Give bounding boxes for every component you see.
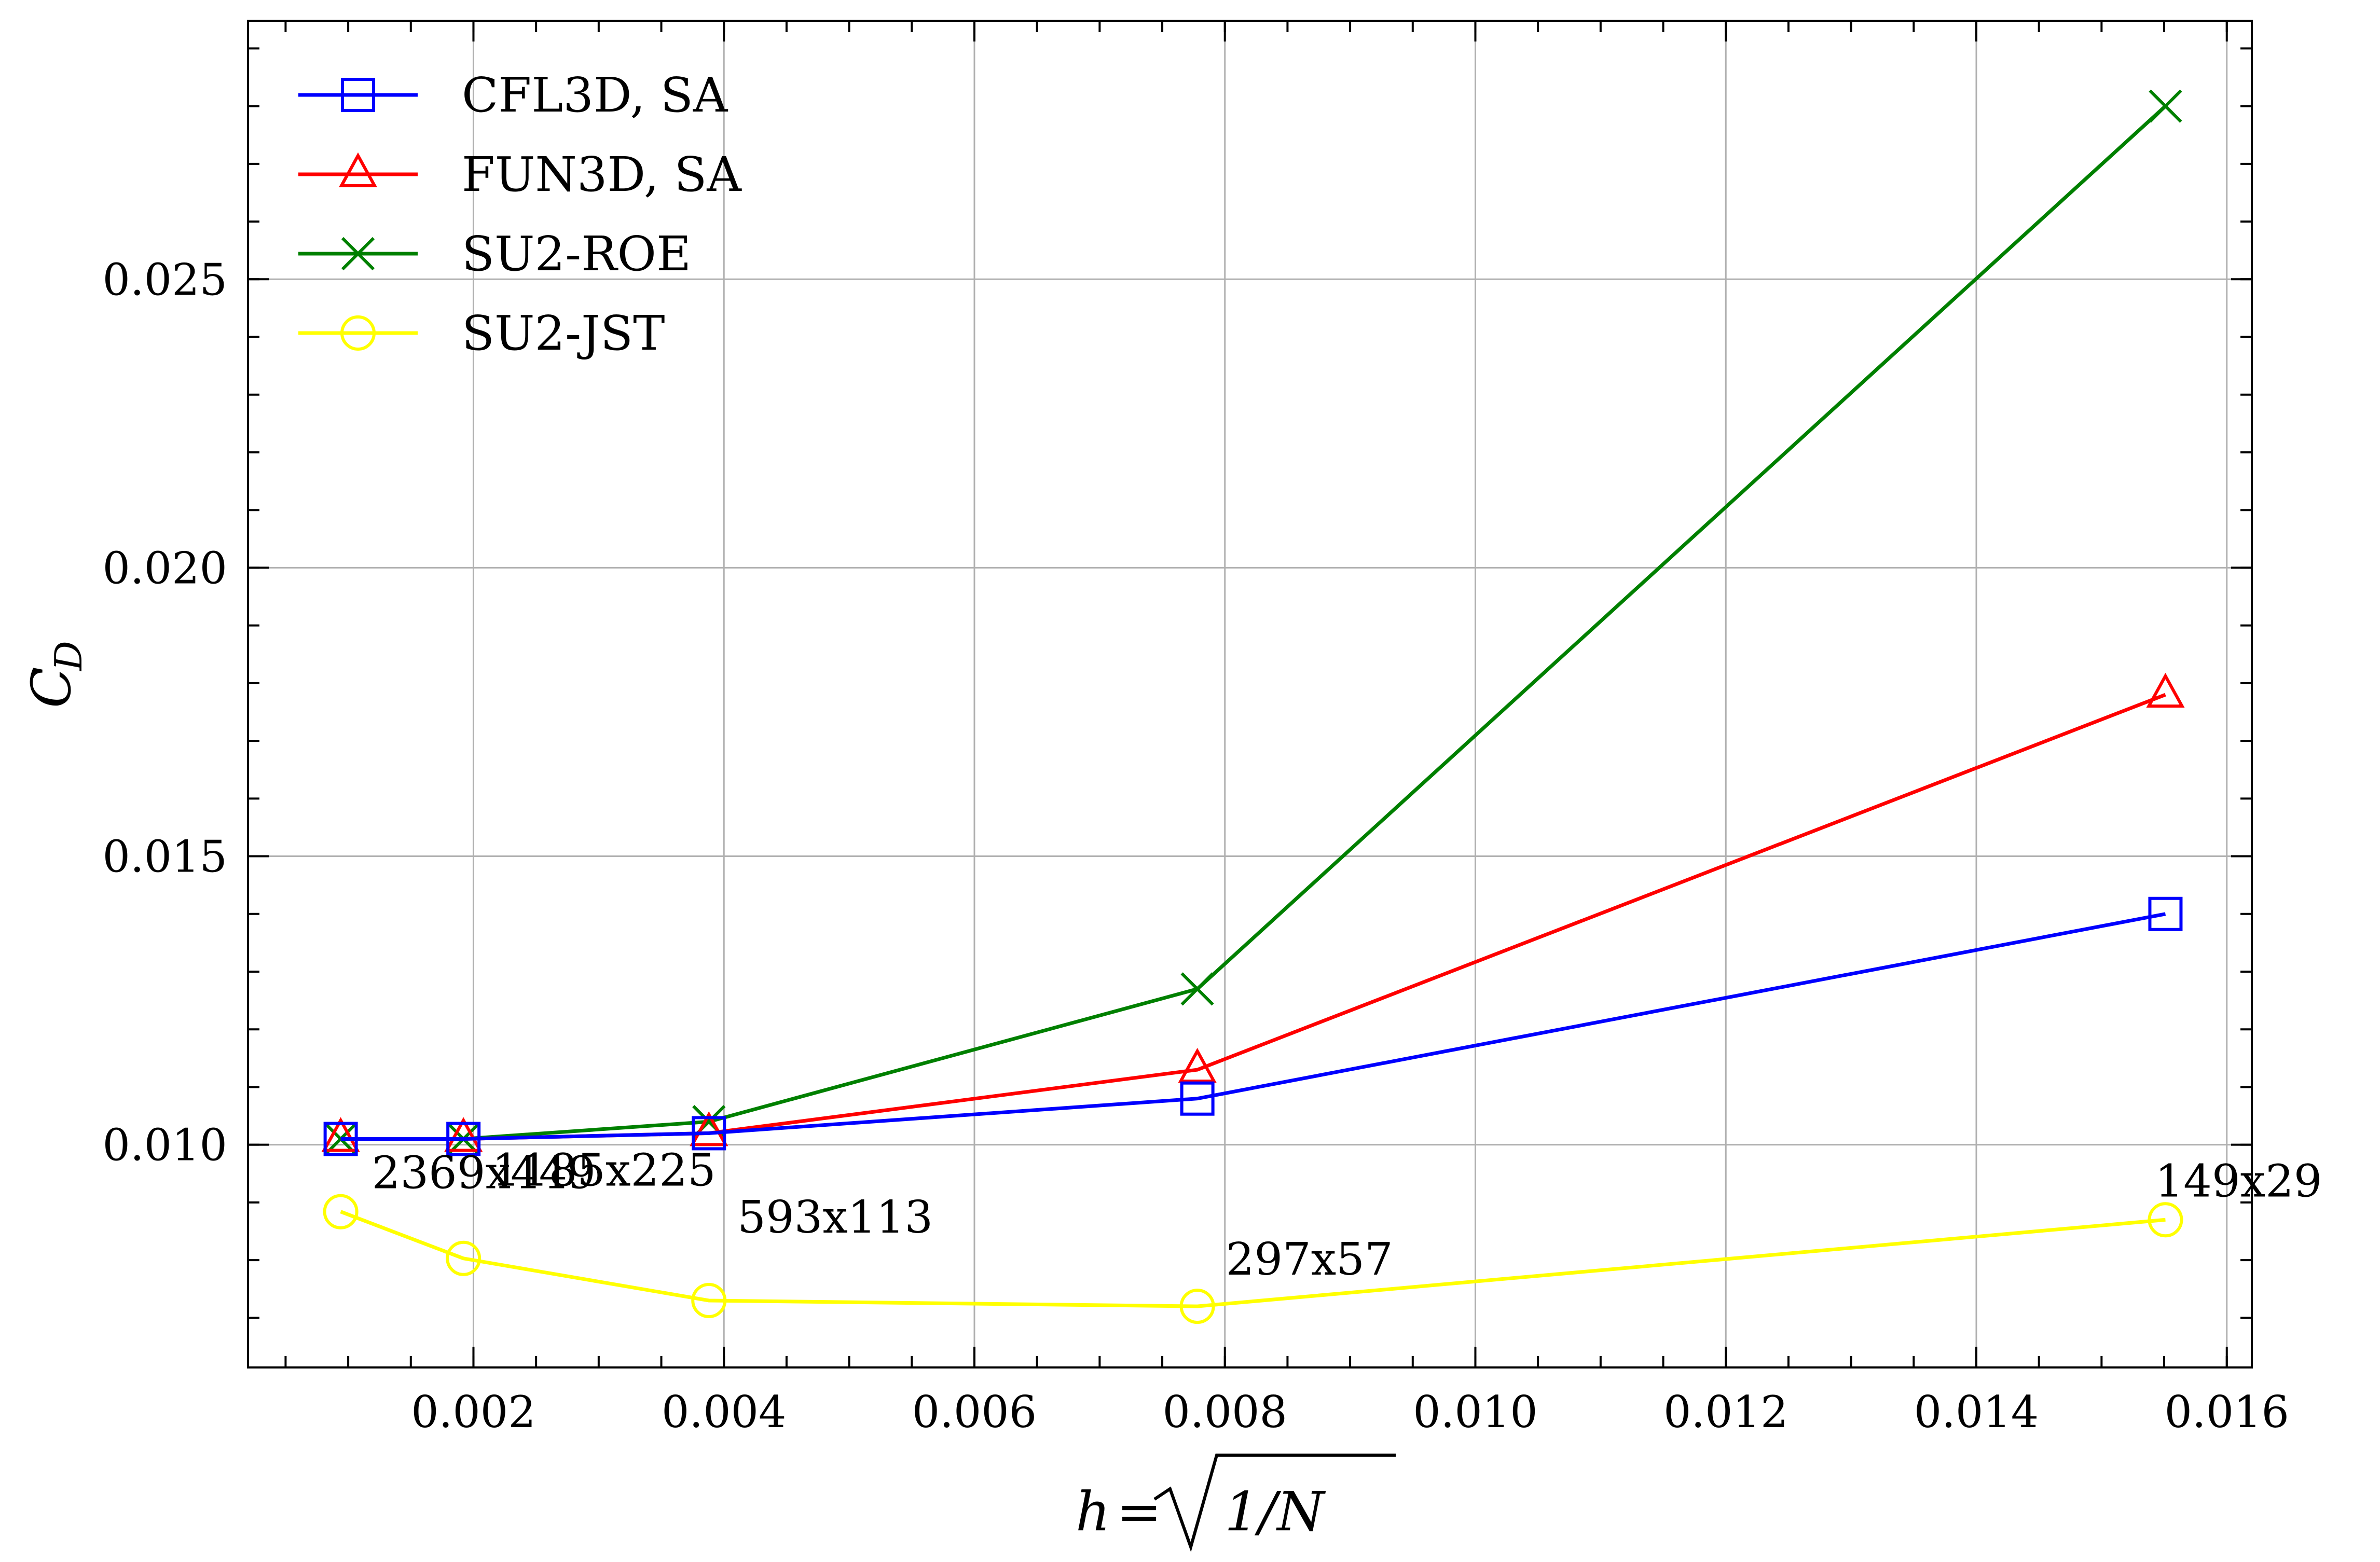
x-axis-title: h = 1/N (1076, 1454, 1396, 1552)
square-marker (692, 1116, 726, 1151)
legend-label: SU2-ROE (462, 226, 691, 282)
x-tick-label: 0.006 (912, 1387, 1037, 1437)
circle-marker (2148, 1202, 2183, 1238)
legend-label: CFL3D, SA (462, 67, 728, 123)
tick-labels: 0.002 0.004 0.006 0.008 0.010 0.012 0.014 0.016… (103, 254, 2289, 1437)
x-marker (2149, 89, 2182, 123)
y-tick-label: 0.015 (103, 832, 227, 882)
y-axis-title-main: C (20, 667, 83, 708)
y-tick-label: 0.020 (103, 543, 227, 593)
axis-ticks (248, 21, 2252, 1367)
mesh-size-annotation: 297x57 (1226, 1234, 1393, 1285)
series-line (340, 693, 2166, 1141)
legend-entry: SU2-JST (298, 306, 665, 361)
x-tick-label: 0.012 (1663, 1387, 1788, 1437)
square-marker (446, 1122, 481, 1156)
square-marker (341, 78, 375, 112)
circle-marker (1179, 1289, 1215, 1324)
triangle-marker (444, 1117, 483, 1152)
mesh-size-annotation: 593x113 (737, 1192, 933, 1243)
legend-entry: SU2-ROE (298, 226, 691, 282)
series-fun3d-sa (321, 672, 2185, 1152)
legend-entry: CFL3D, SA (298, 67, 728, 123)
circle-marker (323, 1194, 359, 1229)
triangle-marker (1178, 1047, 1217, 1083)
legend-entry: FUN3D, SA (298, 147, 742, 202)
sqrt-sign (1153, 1454, 1396, 1552)
square-marker (2148, 896, 2183, 931)
series-su2-jst (323, 1194, 2183, 1324)
mesh-size-annotation: 149x29 (2155, 1155, 2322, 1207)
y-axis-title-sub: D (47, 641, 90, 672)
series-layer (321, 89, 2185, 1324)
triangle-marker (321, 1117, 360, 1152)
y-tick-label: 0.025 (103, 254, 227, 305)
triangle-marker (338, 152, 378, 187)
series-line (340, 1210, 2166, 1308)
circle-marker (340, 315, 376, 351)
plot-frame (247, 20, 2253, 1369)
x-axis-title-eq: = (1117, 1480, 1162, 1543)
x-marker (341, 237, 375, 271)
x-axis-title-h: h (1076, 1480, 1110, 1543)
y-tick-label: 0.010 (103, 1120, 227, 1171)
series-line (340, 912, 2166, 1141)
circle-marker (691, 1282, 727, 1318)
x-tick-label: 0.014 (1914, 1387, 2039, 1437)
circle-marker (446, 1240, 481, 1276)
x-tick-label: 0.010 (1413, 1387, 1537, 1437)
y-axis-title: C D (20, 641, 90, 708)
legend-label: FUN3D, SA (462, 147, 742, 202)
legend-label: SU2-JST (462, 306, 665, 361)
x-tick-label: 0.016 (2164, 1387, 2289, 1437)
x-axis-title-body: 1/N (1225, 1480, 1326, 1543)
x-tick-label: 0.008 (1162, 1387, 1287, 1437)
triangle-marker (2146, 672, 2185, 708)
square-marker (323, 1122, 358, 1156)
x-marker (1180, 972, 1214, 1006)
x-tick-label: 0.004 (662, 1387, 786, 1437)
legend: CFL3D, SA FUN3D, SA SU2-ROE SU2-JST (298, 67, 742, 361)
mesh-size-annotation: 1185x225 (492, 1145, 716, 1197)
square-marker (1180, 1081, 1215, 1116)
grid (248, 21, 2252, 1367)
x-tick-label: 0.002 (411, 1387, 535, 1437)
mesh-size-annotation: 2369x449 (372, 1148, 596, 1199)
triangle-marker (690, 1111, 728, 1146)
series-cfl3d-sa (323, 896, 2183, 1156)
